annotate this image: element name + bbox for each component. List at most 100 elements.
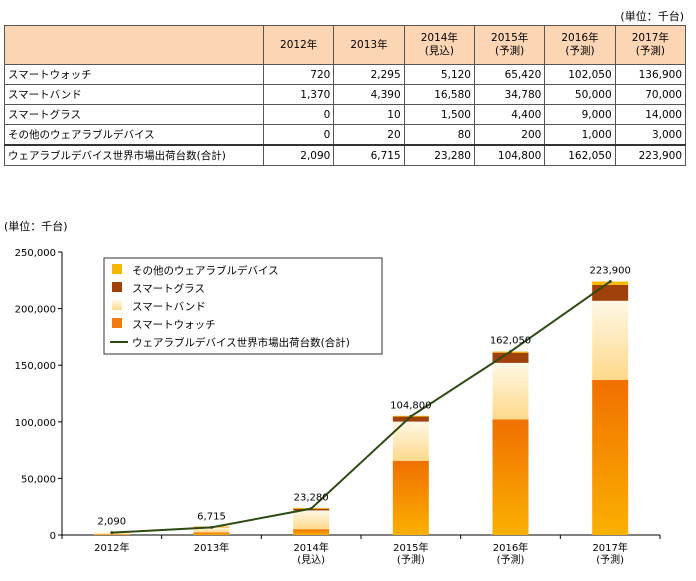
table-cell: 200: [473, 124, 546, 146]
bar-other: [592, 281, 629, 285]
table-cell: 102,050: [544, 64, 616, 85]
x-tick-label: 2014年(見込): [293, 541, 328, 566]
legend-swatch: [112, 300, 122, 310]
bar-smartwatch: [93, 534, 130, 535]
table-cell: 2,295: [333, 64, 405, 85]
col-header: 2017年 (予測): [614, 25, 687, 65]
table-row-total: ウェアラブルデバイス世界市場出荷台数(合計) 2,090 6,715 23,28…: [4, 144, 687, 166]
table-cell: 720: [262, 64, 335, 85]
table-header-row: 2012年 2013年 2014年 (見込) 2015年 (予測) 2016年 (予測…: [4, 25, 687, 65]
legend-swatch: [112, 318, 122, 328]
row-label: スマートバンド: [4, 84, 264, 105]
x-tick-label: 2016年(予測): [493, 541, 528, 566]
bar-smartwatch: [193, 532, 230, 535]
table-cell: 16,580: [403, 84, 475, 105]
row-label: ウェアラブルデバイス世界市場出荷台数(合計): [4, 144, 264, 166]
total-data-label: 2,090: [98, 517, 127, 528]
chart-unit-label: (単位：千台): [4, 220, 68, 233]
x-tick-label: 2012年: [94, 541, 129, 554]
table-cell: 10: [333, 104, 405, 125]
legend-swatch: [112, 282, 122, 292]
bar-smartwatch: [293, 529, 330, 535]
legend-swatch: [112, 264, 122, 274]
table-cell: 65,420: [473, 64, 546, 85]
row-label: スマートウォッチ: [4, 64, 264, 85]
bar-smartband: [492, 362, 529, 420]
col-header: 2012年: [262, 25, 335, 65]
table-cell: 20: [333, 124, 405, 146]
table-cell: 1,000: [544, 124, 616, 146]
table-corner-cell: [4, 25, 264, 65]
y-tick-label: 250,000: [15, 248, 56, 259]
table-cell: 3,000: [614, 124, 687, 146]
y-tick-label: 200,000: [15, 305, 56, 316]
total-point: [110, 531, 114, 535]
bar-smartband: [592, 300, 629, 381]
bar-smartwatch: [392, 460, 429, 535]
total-data-label: 223,900: [589, 266, 630, 277]
legend-label: スマートバンド: [132, 301, 206, 313]
col-header-text: 2013年: [350, 38, 388, 51]
col-header-text: 2015年 (予測): [491, 32, 529, 57]
total-data-label: 104,800: [390, 400, 431, 411]
table-cell: 2,090: [262, 144, 335, 166]
table-cell: 0: [262, 124, 335, 146]
col-header: 2016年 (予測): [544, 25, 616, 65]
bar-smartband: [193, 527, 230, 533]
legend-label: スマートグラス: [132, 282, 205, 295]
total-data-label: 162,050: [490, 336, 531, 347]
row-label: スマートグラス: [4, 104, 264, 125]
table-cell: 70,000: [614, 84, 687, 105]
x-tick-label: 2015年(予測): [393, 541, 428, 566]
table-cell: 1,500: [403, 104, 475, 125]
total-data-label: 23,280: [294, 493, 329, 504]
col-header: 2015年 (予測): [473, 25, 546, 65]
table-cell: 5,120: [403, 64, 475, 85]
table-row: スマートグラス 0 10 1,500 4,400 9,000 14,000: [4, 104, 687, 125]
table-cell: 4,400: [473, 104, 546, 125]
stacked-bar-chart: 0 50,000 100,000 150,000 200,000 250,000 2012年…: [15, 248, 661, 566]
total-data-label: 6,715: [197, 511, 226, 522]
total-point: [608, 280, 612, 284]
table-cell: 223,900: [614, 144, 687, 166]
row-label: その他のウェアラブルデバイス: [4, 124, 264, 146]
table-cell: 50,000: [544, 84, 616, 105]
table-cell: 14,000: [614, 104, 687, 125]
total-point: [309, 507, 313, 511]
bar-smartglass: [392, 416, 429, 422]
table-row: その他のウェアラブルデバイス 0 20 80 200 1,000 3,000: [4, 124, 687, 146]
total-point: [509, 350, 512, 354]
bar-smartwatch: [492, 419, 529, 535]
total-series-line: [111, 280, 611, 534]
table-cell: 9,000: [544, 104, 616, 125]
col-header: 2014年 (見込): [403, 25, 475, 65]
table-cell: 1,370: [262, 84, 335, 105]
table-cell: 4,390: [333, 84, 405, 105]
table-cell: 162,050: [544, 144, 616, 166]
table-unit-label: (単位：千台): [620, 10, 684, 23]
table-cell: 80: [403, 124, 475, 146]
y-tick-label: 0: [50, 531, 56, 542]
table-row: スマートウォッチ 720 2,295 5,120 65,420 102,050 …: [4, 64, 687, 85]
bar-smartband: [293, 510, 330, 530]
col-header-text: 2012年: [280, 38, 318, 51]
y-tick-label: 50,000: [21, 474, 56, 485]
total-point: [409, 414, 413, 418]
legend-box: [103, 257, 383, 355]
col-header-text: 2017年 (予測): [631, 32, 669, 57]
bar-smartwatch: [592, 380, 629, 535]
col-header: 2013年: [333, 25, 405, 65]
y-tick-label: 100,000: [15, 418, 56, 429]
bar-smartglass: [492, 352, 529, 363]
legend-label: スマートウォッチ: [132, 319, 216, 331]
data-table: 2012年 2013年 2014年 (見込) 2015年 (予測) 2016年 (予測…: [4, 25, 687, 166]
table-cell: 0: [262, 104, 335, 125]
x-tick-label: 2017年(予測): [592, 541, 627, 566]
col-header-text: 2016年 (予測): [561, 32, 599, 57]
table-cell: 34,780: [473, 84, 546, 105]
total-point: [210, 525, 213, 529]
table-cell: 104,800: [473, 144, 546, 166]
x-tick-label: 2013年: [194, 541, 229, 554]
legend-label: ウェアラブルデバイス世界市場出荷台数(合計): [132, 336, 350, 349]
col-header-text: 2014年 (見込): [420, 32, 458, 57]
